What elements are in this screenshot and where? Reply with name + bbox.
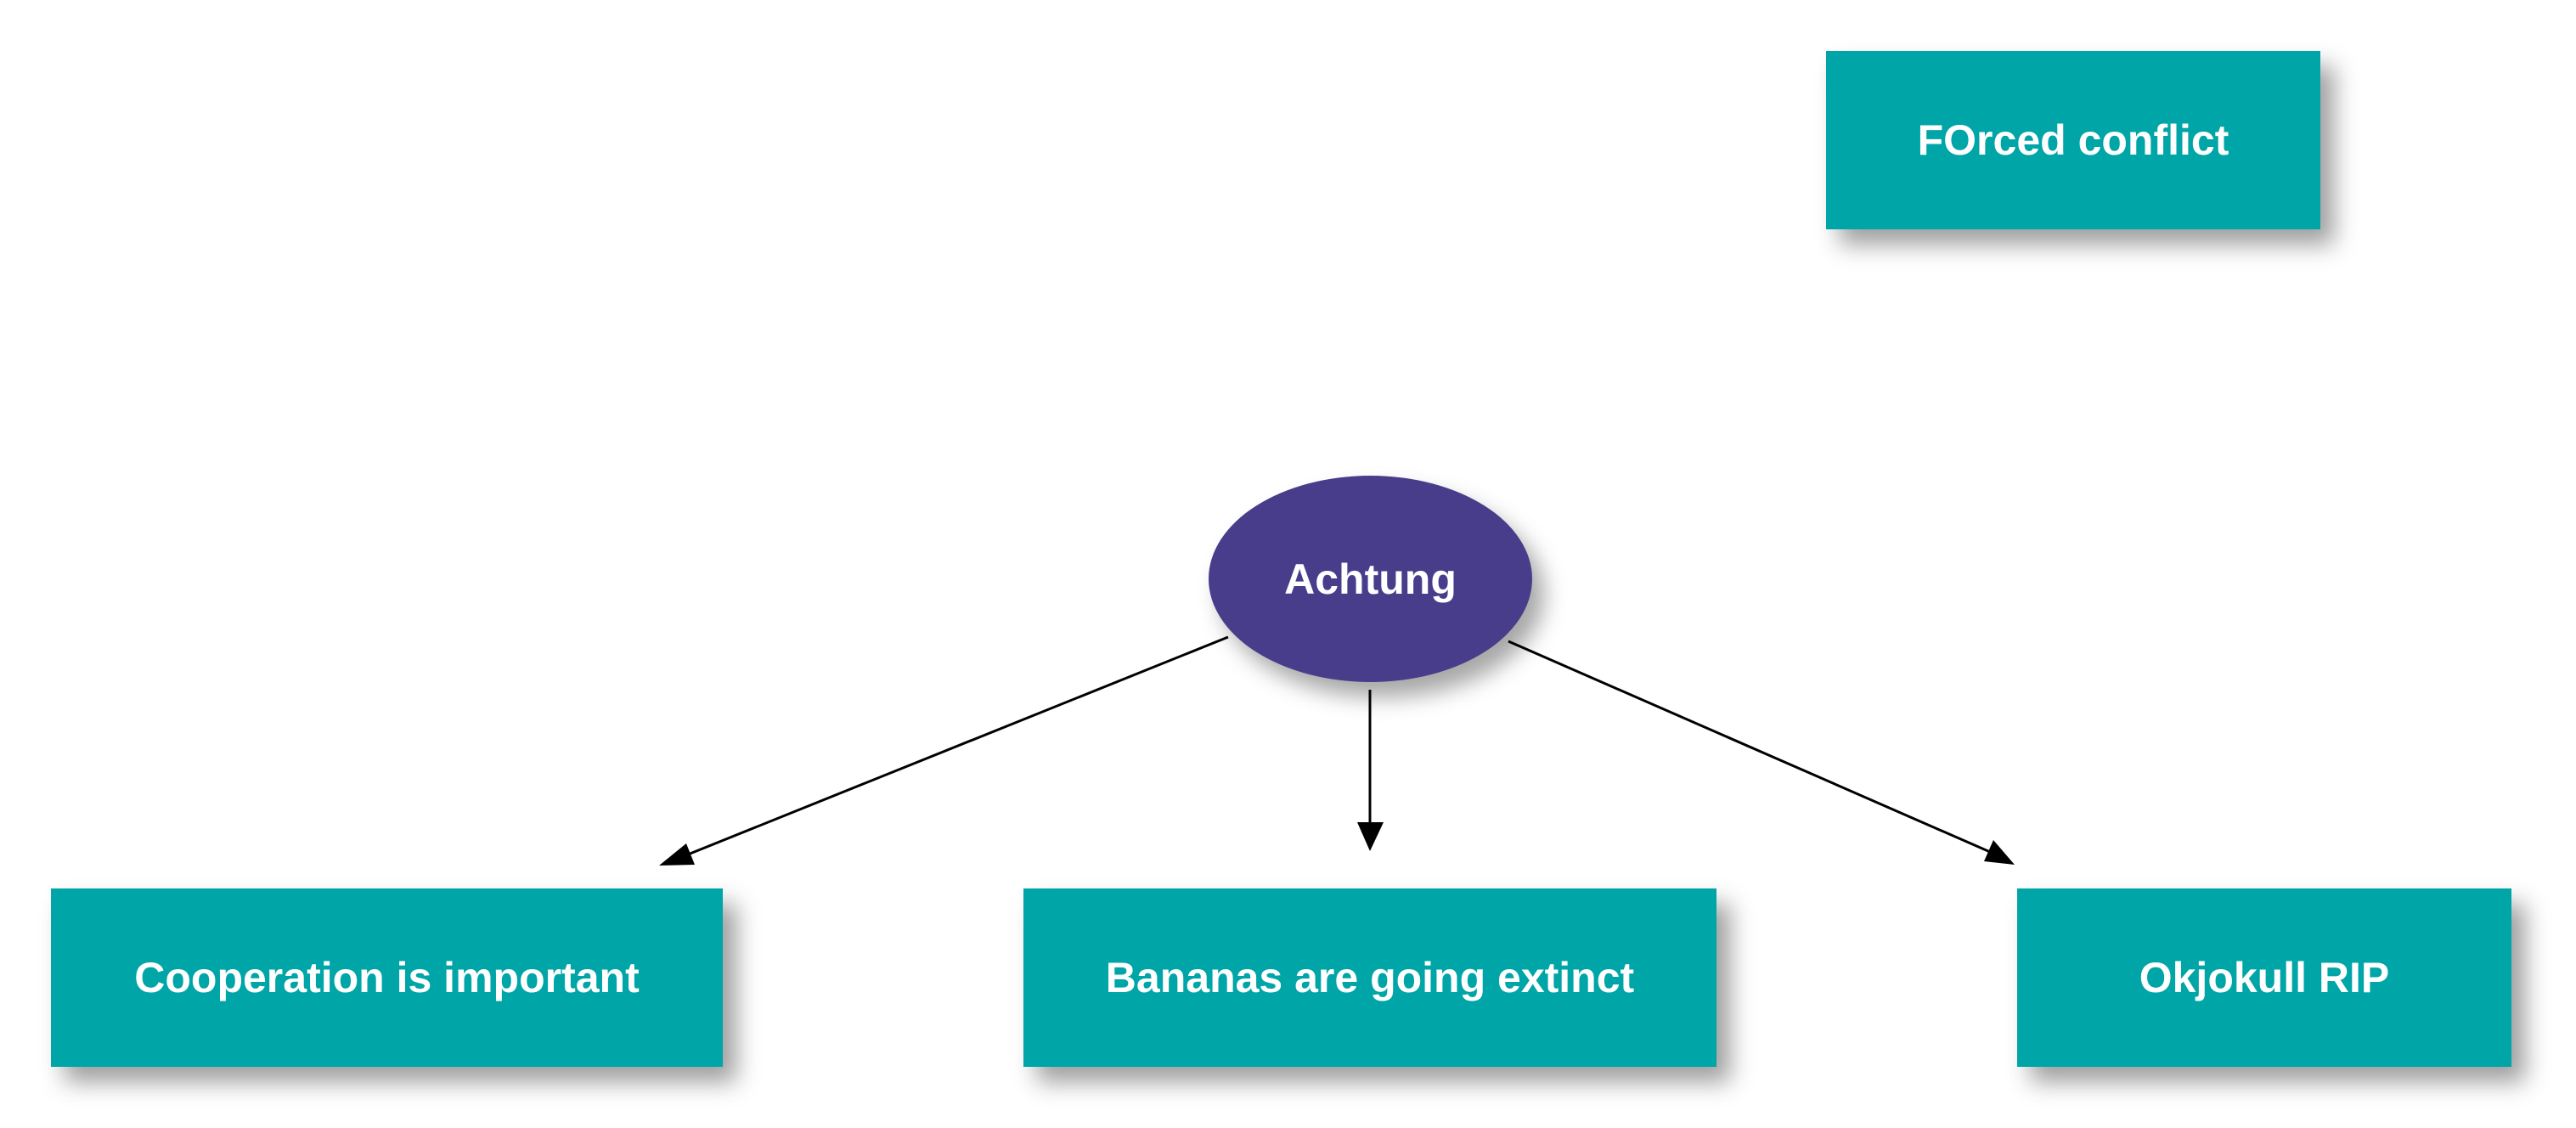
arrowhead-bananas	[1357, 822, 1384, 851]
cooperation-label: Cooperation is important	[134, 954, 640, 1001]
forced-conflict-node[interactable]: FOrced conflict	[1826, 51, 2320, 229]
achtung-label: Achtung	[1284, 555, 1457, 603]
achtung-center-node[interactable]: Achtung	[1209, 476, 1532, 682]
arrow-to-okjokull	[1508, 640, 1997, 856]
arrowhead-cooperation	[659, 843, 695, 866]
okjokull-label: Okjokull RIP	[2139, 954, 2390, 1001]
cooperation-node[interactable]: Cooperation is important	[51, 888, 723, 1067]
forced-conflict-label: FOrced conflict	[1917, 116, 2229, 164]
okjokull-node[interactable]: Okjokull RIP	[2017, 888, 2511, 1067]
bananas-label: Bananas are going extinct	[1105, 954, 1635, 1001]
arrowhead-okjokull	[1984, 840, 2015, 865]
bananas-node[interactable]: Bananas are going extinct	[1023, 888, 1716, 1067]
arrow-to-cooperation	[679, 635, 1229, 860]
